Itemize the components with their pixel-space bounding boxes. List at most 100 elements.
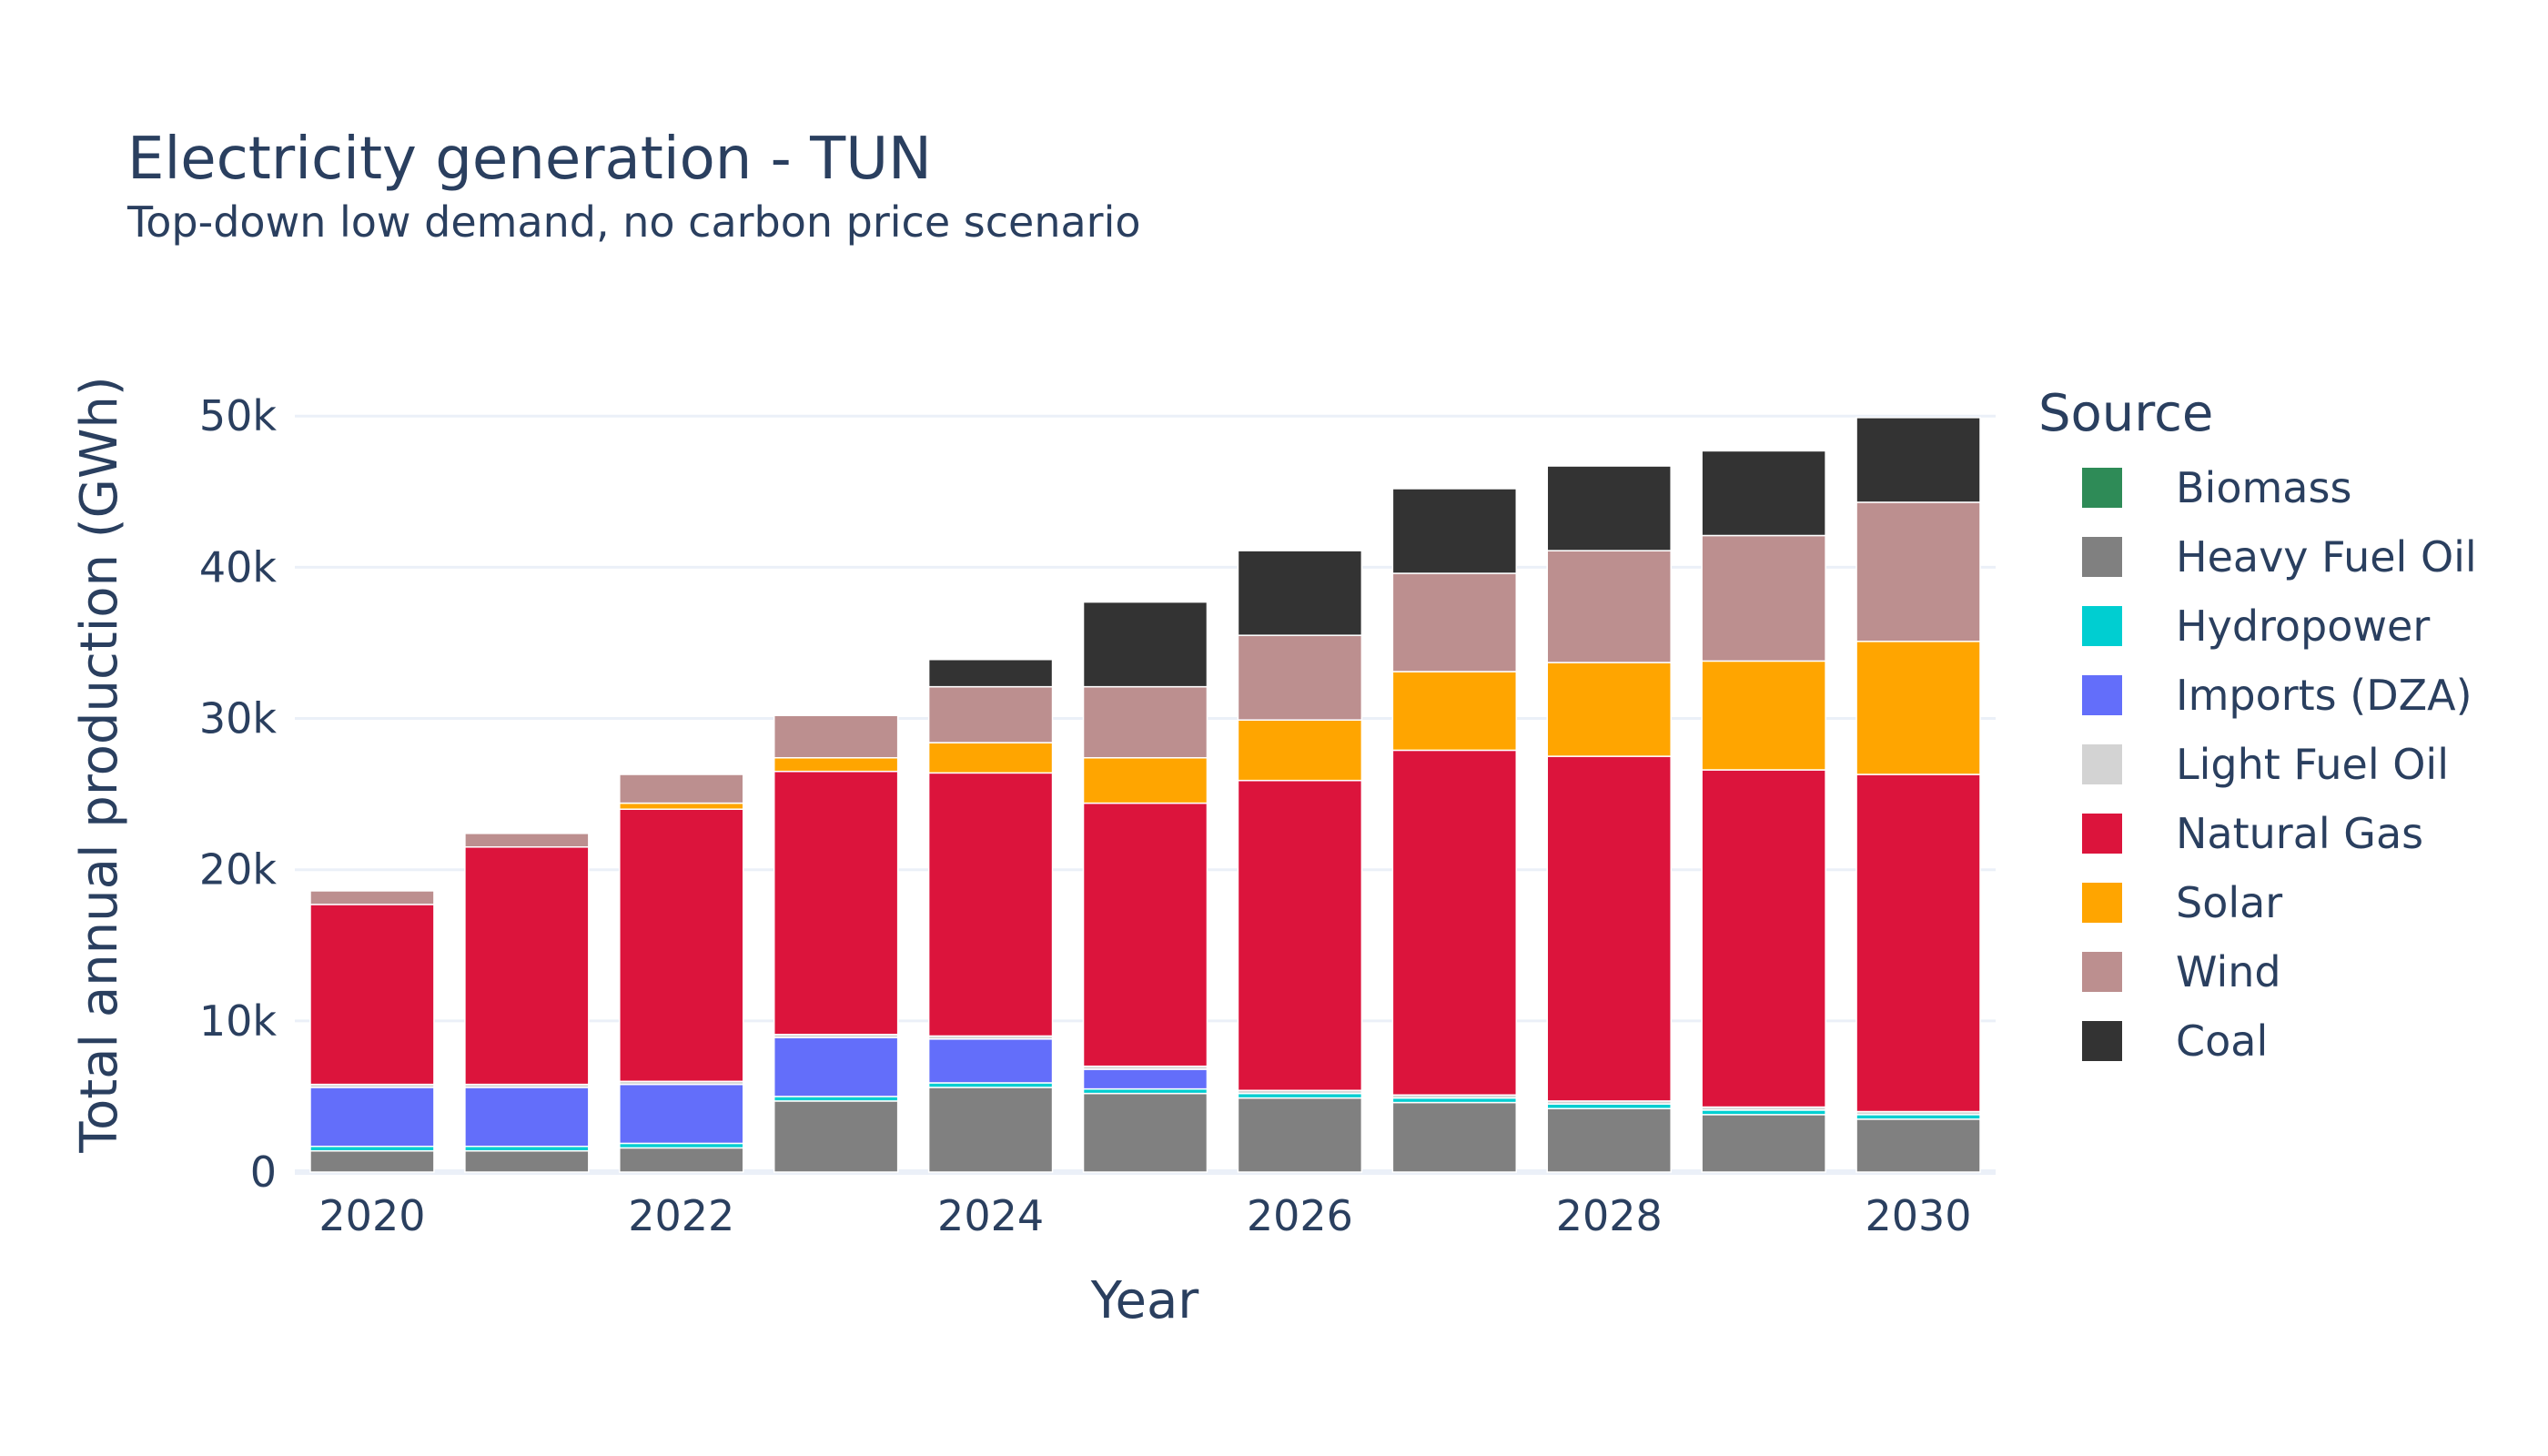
bar-natural-gas-2022 [619, 808, 744, 1083]
y-tick-label: 40k [199, 542, 278, 592]
bar-imports-dza-2025 [1082, 1068, 1208, 1090]
bar-solar-2024 [927, 742, 1054, 774]
y-tick-label: 30k [199, 694, 278, 743]
bar-coal-2028 [1546, 465, 1672, 551]
bar-heavy-fuel-oil-2028 [1546, 1107, 1672, 1173]
bar-heavy-fuel-oil-2027 [1391, 1101, 1518, 1173]
x-tick-label: 2022 [628, 1191, 734, 1240]
legend-swatch [2082, 744, 2122, 784]
bar-wind-2024 [927, 685, 1054, 743]
legend-swatch [2082, 883, 2122, 923]
bar-solar-2026 [1237, 719, 1363, 782]
x-tick-label: 2020 [318, 1191, 425, 1240]
bar-coal-2024 [927, 658, 1054, 688]
bar-imports-dza-2022 [619, 1083, 744, 1145]
legend-swatch [2082, 537, 2122, 577]
bar-solar-2030 [1855, 641, 1981, 775]
bar-coal-2029 [1701, 450, 1826, 537]
legend-label: Coal [2176, 1016, 2268, 1066]
legend-title: Source [2038, 384, 2213, 443]
y-axis-label: Total annual production (GWh) [70, 376, 129, 1154]
legend-label: Wind [2176, 947, 2281, 996]
x-axis-label: Year [1090, 1271, 1200, 1330]
legend: Source Biomass Heavy Fuel Oil Hydropower Im… [2038, 384, 2477, 1066]
bar-heavy-fuel-oil-2030 [1855, 1118, 1981, 1173]
y-tick-label: 50k [199, 391, 278, 440]
bar-heavy-fuel-oil-2020 [309, 1149, 435, 1173]
legend-label: Biomass [2176, 463, 2351, 512]
legend-item-biomass[interactable]: Biomass [2082, 463, 2351, 512]
legend-swatch [2082, 606, 2122, 646]
bar-coal-2025 [1082, 601, 1208, 688]
bar-solar-2029 [1701, 660, 1826, 771]
x-axis: 2020 2022 2024 2026 2028 2030 [318, 1191, 1971, 1240]
bar-natural-gas-2024 [927, 772, 1054, 1037]
bar-wind-2030 [1855, 501, 1981, 642]
bar-wind-2023 [773, 714, 899, 759]
bar-wind-2021 [464, 833, 590, 848]
chart-subtitle: Top-down low demand, no carbon price sce… [126, 197, 1141, 247]
bar-coal-2026 [1237, 550, 1363, 636]
legend-item-coal[interactable]: Coal [2082, 1016, 2268, 1066]
bar-heavy-fuel-oil-2021 [464, 1149, 590, 1173]
bar-wind-2020 [309, 890, 435, 905]
legend-item-wind[interactable]: Wind [2082, 947, 2281, 996]
y-tick-label: 0 [250, 1148, 277, 1197]
x-tick-label: 2026 [1247, 1191, 1353, 1240]
bar-natural-gas-2020 [309, 904, 435, 1086]
legend-item-natural-gas[interactable]: Natural Gas [2082, 809, 2423, 858]
bar-heavy-fuel-oil-2025 [1082, 1092, 1208, 1173]
legend-label: Imports (DZA) [2176, 671, 2472, 720]
x-tick-label: 2028 [1556, 1191, 1663, 1240]
legend-label: Solar [2176, 878, 2282, 927]
bar-natural-gas-2026 [1237, 779, 1363, 1092]
bar-wind-2026 [1237, 634, 1363, 721]
bar-natural-gas-2021 [464, 846, 590, 1086]
legend-swatch [2082, 675, 2122, 715]
legend-swatch [2082, 1021, 2122, 1061]
legend-swatch [2082, 814, 2122, 854]
bars [309, 417, 1981, 1173]
chart-title: Electricity generation - TUN [127, 126, 932, 193]
y-tick-label: 20k [199, 845, 278, 895]
legend-label: Light Fuel Oil [2176, 740, 2449, 789]
bar-heavy-fuel-oil-2024 [927, 1087, 1054, 1173]
x-tick-label: 2024 [937, 1191, 1044, 1240]
bar-coal-2027 [1391, 488, 1518, 574]
bar-wind-2029 [1701, 534, 1826, 662]
bar-natural-gas-2028 [1546, 755, 1672, 1102]
bar-solar-2023 [773, 756, 899, 773]
legend-label: Hydropower [2176, 602, 2430, 651]
y-tick-label: 10k [199, 996, 278, 1046]
bar-solar-2028 [1546, 662, 1672, 757]
bar-wind-2027 [1391, 572, 1518, 672]
bar-solar-2025 [1082, 756, 1208, 804]
bar-wind-2028 [1546, 550, 1672, 663]
bar-imports-dza-2024 [927, 1038, 1054, 1084]
bar-imports-dza-2021 [464, 1087, 590, 1148]
x-tick-label: 2030 [1866, 1191, 1972, 1240]
legend-label: Heavy Fuel Oil [2176, 532, 2477, 581]
legend-item-hydropower[interactable]: Hydropower [2082, 602, 2430, 651]
legend-swatch [2082, 952, 2122, 992]
bar-heavy-fuel-oil-2029 [1701, 1114, 1826, 1173]
bar-natural-gas-2025 [1082, 802, 1208, 1067]
bar-solar-2022 [619, 802, 744, 810]
legend-item-imports-dza[interactable]: Imports (DZA) [2082, 671, 2472, 720]
bar-natural-gas-2023 [773, 770, 899, 1036]
y-axis: 0 10k 20k 30k 40k 50k [199, 391, 278, 1197]
bar-natural-gas-2030 [1855, 774, 1981, 1113]
legend-item-light-fuel-oil[interactable]: Light Fuel Oil [2082, 740, 2449, 789]
bar-wind-2022 [619, 774, 744, 804]
bar-coal-2030 [1855, 417, 1981, 503]
bar-natural-gas-2027 [1391, 749, 1518, 1097]
bar-imports-dza-2023 [773, 1036, 899, 1097]
legend-item-heavy-fuel-oil[interactable]: Heavy Fuel Oil [2082, 532, 2477, 581]
bar-imports-dza-2020 [309, 1087, 435, 1148]
bar-natural-gas-2029 [1701, 769, 1826, 1108]
bar-heavy-fuel-oil-2026 [1237, 1097, 1363, 1173]
bar-heavy-fuel-oil-2023 [773, 1100, 899, 1173]
legend-item-solar[interactable]: Solar [2082, 878, 2282, 927]
bar-wind-2025 [1082, 685, 1208, 759]
